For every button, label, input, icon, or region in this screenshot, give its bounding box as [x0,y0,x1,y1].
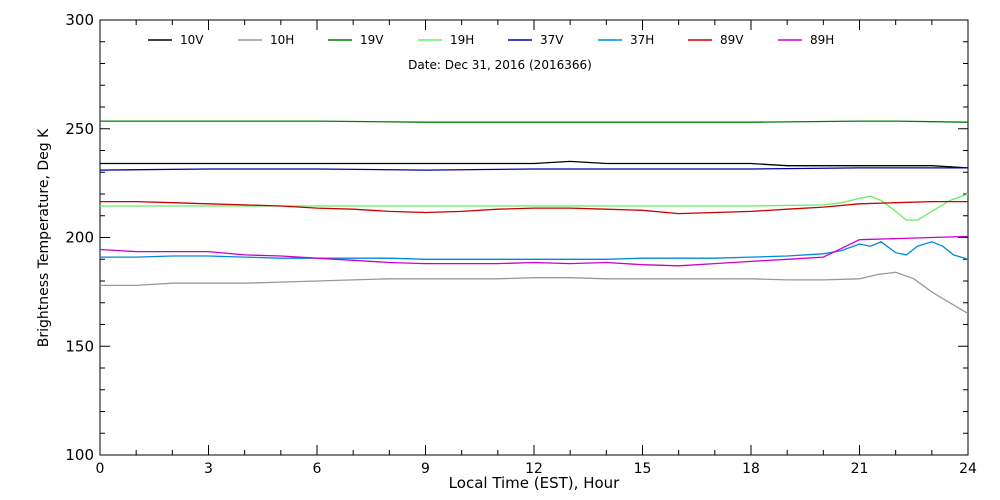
tick-labels: 0 3 6 9 12 15 18 21 24 100 150 200 250 300 [65,11,977,477]
series-line-19v [100,120,969,123]
axis-ticks [99,19,969,456]
x-axis-label: Local Time (EST), Hour [449,474,620,492]
legend-label: 19V [360,33,384,47]
y-tick-label: 100 [65,446,94,464]
y-tick-label: 250 [65,120,94,138]
series-line-10h [100,271,969,315]
legend: 10V 10H 19V 19H 37V 37H 89V 89H [148,33,834,47]
series-line-19h [100,193,969,221]
series-line-89h [99,235,969,267]
legend-label: 37H [630,33,654,47]
plot-frame [99,19,969,456]
series-line-37h [100,241,969,260]
y-axis-label: Brightness Temperature, Deg K [36,128,52,347]
x-tick-label: 12 [525,461,543,477]
legend-label: 37V [540,33,564,47]
legend-label: 19H [450,33,474,47]
x-tick-label: 9 [421,461,430,477]
legend-label: 10H [270,33,294,47]
x-tick-label: 24 [959,461,977,477]
chart-subtitle: Date: Dec 31, 2016 (2016366) [408,58,592,72]
y-tick-label: 200 [65,229,94,247]
series-lines [99,120,969,315]
y-tick-label: 300 [65,11,94,29]
x-tick-label: 21 [851,461,869,477]
x-tick-label: 3 [204,461,213,477]
x-tick-label: 0 [96,461,105,477]
series-line-89v [100,200,968,215]
series-line-10v [100,160,969,169]
x-tick-label: 18 [742,461,760,477]
legend-label: 89H [810,33,834,47]
x-tick-label: 15 [634,461,652,477]
legend-label: 89V [720,33,744,47]
x-tick-label: 6 [313,461,322,477]
series-line-37v [99,167,968,171]
legend-label: 10V [180,33,204,47]
y-tick-label: 150 [65,337,94,355]
